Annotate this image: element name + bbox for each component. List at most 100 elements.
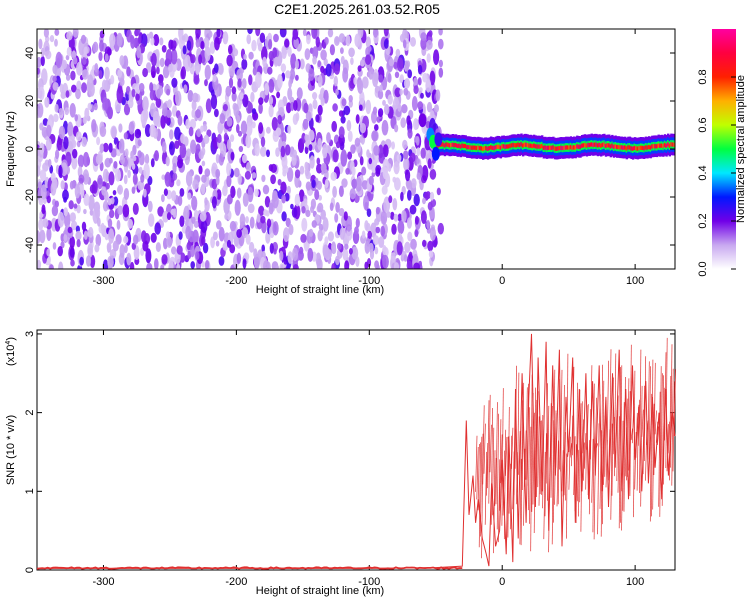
- noise-cell: [226, 162, 232, 177]
- noise-cell: [407, 128, 413, 139]
- noise-cell: [247, 29, 253, 35]
- signal-cell: [550, 145, 553, 150]
- snr-oscillation: [531, 392, 534, 512]
- snr-oscillation: [484, 451, 487, 525]
- signal-cell: [505, 144, 509, 149]
- snr-oscillation: [523, 448, 526, 526]
- noise-cell: [229, 220, 237, 232]
- noise-cell: [406, 115, 411, 126]
- snr-oscillation: [666, 424, 669, 472]
- spectrogram-ylabel: Frequency (Hz): [5, 111, 17, 187]
- snr-oscillation: [605, 439, 608, 488]
- noise-cell: [426, 219, 430, 230]
- noise-cell: [70, 220, 78, 231]
- noise-cell: [123, 174, 128, 185]
- noise-cell: [177, 195, 183, 207]
- noise-cell: [322, 217, 329, 232]
- snr-oscillation: [498, 459, 501, 543]
- snr-oscillation: [612, 416, 615, 455]
- noise-cell: [79, 256, 84, 266]
- noise-cell: [401, 210, 407, 223]
- noise-cell: [95, 207, 101, 219]
- noise-cell: [427, 158, 432, 169]
- noise-cell: [150, 37, 155, 46]
- noise-cell: [230, 151, 235, 161]
- noise-cell: [224, 213, 228, 220]
- signal-cell: [633, 145, 636, 150]
- noise-cell: [245, 122, 253, 137]
- snr-oscillation: [594, 397, 597, 454]
- noise-cell: [177, 115, 183, 126]
- signal-cell: [609, 144, 612, 149]
- noise-cell: [396, 153, 402, 162]
- noise-cell: [231, 86, 237, 95]
- noise-cell: [237, 78, 242, 88]
- noise-cell: [166, 109, 172, 119]
- noise-cell: [200, 220, 208, 233]
- signal-cell: [474, 145, 477, 150]
- noise-cell: [63, 207, 68, 217]
- snr-oscillation: [536, 391, 539, 498]
- noise-cell: [161, 254, 168, 265]
- snr-oscillation: [618, 366, 621, 529]
- noise-cell: [52, 242, 57, 250]
- noise-cell: [110, 74, 115, 85]
- noise-cell: [252, 66, 257, 76]
- noise-cell: [373, 145, 380, 156]
- signal-cell: [662, 143, 665, 149]
- noise-cell: [292, 247, 299, 262]
- signal-cell: [477, 145, 480, 150]
- snr-oscillation: [506, 436, 509, 541]
- signal-cell: [655, 144, 659, 149]
- noise-cell: [100, 222, 105, 232]
- noise-cell: [340, 47, 344, 54]
- noise-cell: [215, 176, 220, 186]
- noise-cell: [316, 163, 323, 174]
- noise-cell: [381, 185, 388, 195]
- noise-cell: [283, 227, 290, 243]
- noise-cell: [308, 68, 315, 81]
- noise-cell: [142, 67, 149, 78]
- noise-cell: [433, 49, 440, 66]
- noise-cell: [338, 126, 345, 139]
- noise-cell: [52, 82, 59, 91]
- noise-cell: [240, 120, 248, 135]
- snr-oscillation: [579, 403, 582, 503]
- noise-cell: [187, 90, 194, 102]
- snr-oscillation: [555, 413, 558, 468]
- noise-cell: [126, 66, 131, 77]
- noise-cell: [74, 114, 78, 122]
- signal-cell: [458, 143, 461, 148]
- noise-cell: [304, 167, 310, 177]
- noise-cell: [318, 194, 322, 201]
- noise-cell: [410, 238, 417, 250]
- noise-cell: [168, 259, 174, 269]
- noise-cell: [204, 197, 208, 206]
- noise-cell: [332, 103, 338, 112]
- noise-cell: [394, 87, 402, 98]
- noise-cell: [360, 59, 365, 67]
- noise-cell: [112, 240, 119, 252]
- noise-cell: [195, 39, 200, 48]
- noise-cell: [280, 145, 286, 158]
- colorbar-ramp: [712, 29, 736, 269]
- snr-oscillation: [599, 430, 602, 509]
- snr-oscillation: [530, 374, 533, 552]
- noise-cell: [43, 40, 50, 57]
- noise-cell: [332, 245, 337, 254]
- noise-cell: [335, 255, 340, 266]
- noise-cell: [345, 34, 351, 47]
- noise-cell: [134, 128, 142, 139]
- noise-cell: [377, 89, 384, 100]
- noise-cell: [347, 151, 353, 160]
- signal-cell: [600, 143, 603, 148]
- noise-cell: [89, 209, 94, 216]
- noise-cell: [65, 54, 70, 61]
- noise-cell: [203, 37, 210, 49]
- noise-cell: [417, 64, 423, 75]
- snr-ytick-label: 0: [24, 567, 36, 573]
- snr-oscillation: [544, 433, 547, 517]
- noise-cell: [253, 253, 261, 269]
- snr-scale-base: (x10: [5, 345, 17, 366]
- noise-cell: [368, 242, 374, 253]
